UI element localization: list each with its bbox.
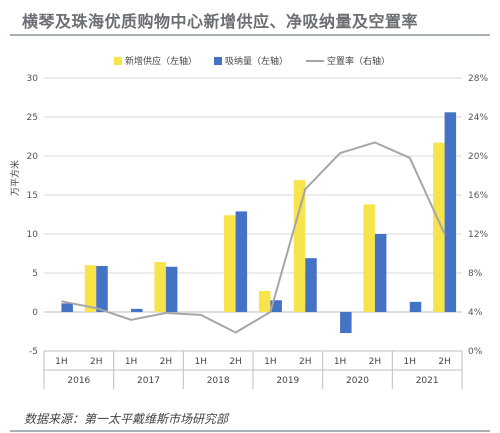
x-group-label: 2018 bbox=[207, 376, 230, 386]
x-tick-label: 2H bbox=[299, 357, 312, 367]
y-axis-right: 0% 4% 8% 12% 16% 20% 24% 28% bbox=[468, 74, 488, 357]
bar bbox=[374, 234, 387, 312]
y2-tick-label: 28% bbox=[468, 74, 488, 84]
y-tick-label: 25 bbox=[27, 113, 38, 123]
chart-title: 横琴及珠海优质购物中心新增供应、净吸纳量及空置率 bbox=[22, 12, 419, 31]
x-tick-label: 1H bbox=[195, 357, 208, 367]
legend-swatch bbox=[214, 57, 222, 65]
x-tick-label: 1H bbox=[404, 357, 417, 367]
bar bbox=[270, 300, 282, 312]
bar bbox=[305, 258, 317, 312]
y-tick-label: 20 bbox=[27, 152, 39, 162]
bar bbox=[433, 142, 445, 312]
x-group-label: 2019 bbox=[276, 376, 299, 386]
legend-label: 吸纳量（左轴） bbox=[225, 55, 288, 67]
bar bbox=[235, 211, 248, 312]
legend: 新增供应（左轴） 吸纳量（左轴） 空置率（右轴） bbox=[114, 55, 390, 67]
y2-tick-label: 8% bbox=[468, 269, 483, 279]
y-tick-label: 10 bbox=[27, 230, 39, 240]
bar bbox=[96, 265, 108, 312]
y2-tick-label: 16% bbox=[468, 191, 488, 201]
bars bbox=[61, 112, 457, 334]
y-tick-label: 30 bbox=[27, 74, 39, 84]
bar bbox=[131, 308, 143, 312]
y-tick-label: 15 bbox=[27, 191, 38, 201]
x-tick-label: 2H bbox=[160, 357, 173, 367]
x-tick-label: 2H bbox=[438, 357, 451, 367]
bar bbox=[84, 265, 97, 312]
x-group-label: 2016 bbox=[67, 376, 90, 386]
y-axis-title: 万平方米 bbox=[9, 160, 21, 196]
line-series bbox=[61, 141, 446, 334]
y-axis-left: -5 0 5 10 15 20 25 30 bbox=[27, 74, 39, 357]
bar bbox=[258, 290, 271, 312]
y2-tick-label: 0% bbox=[468, 347, 483, 357]
x-group-label: 2020 bbox=[346, 376, 369, 386]
legend-swatch bbox=[114, 57, 122, 65]
y2-tick-label: 4% bbox=[468, 308, 483, 318]
x-tick-label: 2H bbox=[90, 357, 103, 367]
x-tick-label: 1H bbox=[55, 357, 68, 367]
bar bbox=[293, 180, 306, 312]
bar bbox=[340, 312, 352, 334]
y-tick-label: 5 bbox=[32, 269, 38, 279]
y2-tick-label: 24% bbox=[468, 113, 488, 123]
bar bbox=[409, 301, 422, 312]
y-tick-label: 0 bbox=[32, 308, 38, 318]
title-divider bbox=[10, 34, 490, 36]
y2-tick-label: 20% bbox=[468, 152, 488, 162]
legend-label: 空置率（右轴） bbox=[327, 55, 390, 67]
bar bbox=[165, 266, 178, 312]
bar bbox=[363, 204, 375, 312]
x-group-label: 2021 bbox=[416, 376, 439, 386]
y2-tick-label: 12% bbox=[468, 230, 488, 240]
bottom-divider bbox=[10, 430, 490, 432]
bar bbox=[444, 112, 457, 312]
x-tick-label: 1H bbox=[125, 357, 138, 367]
x-tick-label: 1H bbox=[264, 357, 277, 367]
x-tick-label: 1H bbox=[334, 357, 347, 367]
vacancy-line bbox=[61, 141, 446, 334]
x-tick-label: 2H bbox=[229, 357, 242, 367]
x-tick-label: 2H bbox=[369, 357, 382, 367]
data-source: 数据来源：第一太平戴维斯市场研究部 bbox=[24, 412, 229, 426]
x-group-label: 2017 bbox=[137, 376, 160, 386]
legend-label: 新增供应（左轴） bbox=[125, 55, 197, 67]
bar bbox=[61, 303, 73, 312]
bar bbox=[154, 262, 166, 312]
bar bbox=[224, 215, 236, 312]
y-tick-label: -5 bbox=[29, 347, 38, 357]
